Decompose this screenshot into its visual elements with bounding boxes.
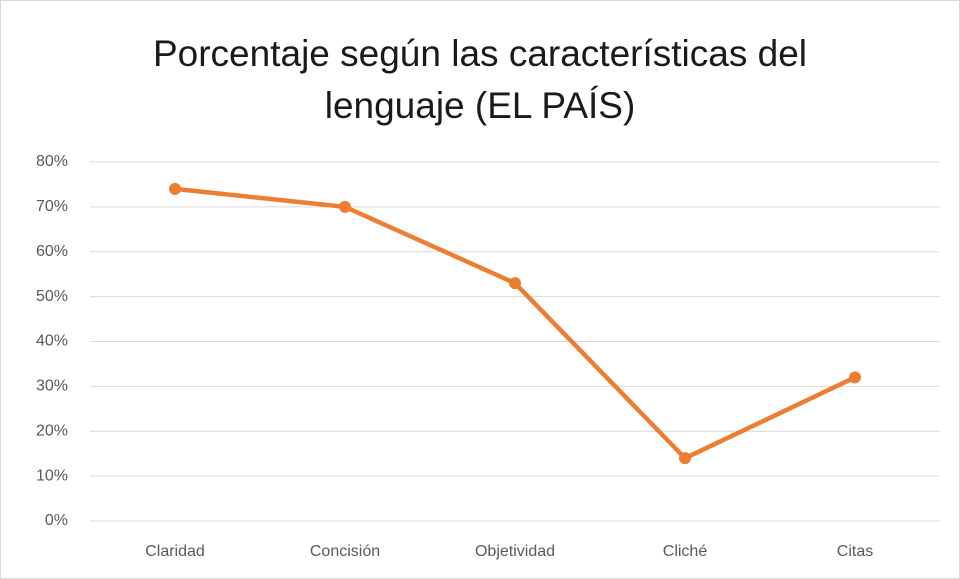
- x-tick-label: Citas: [837, 543, 873, 560]
- x-tick-label: Claridad: [145, 543, 205, 560]
- y-tick-label: 40%: [36, 333, 68, 350]
- y-tick-label: 20%: [36, 422, 68, 439]
- y-tick-label: 10%: [36, 467, 68, 484]
- y-tick-label: 50%: [36, 288, 68, 305]
- y-tick-label: 80%: [36, 153, 68, 170]
- y-tick-label: 0%: [45, 512, 68, 529]
- y-tick-label: 70%: [36, 198, 68, 215]
- y-tick-label: 60%: [36, 243, 68, 260]
- x-tick-label: Cliché: [663, 543, 708, 560]
- y-tick-label: 30%: [36, 378, 68, 395]
- point: [679, 452, 691, 465]
- x-tick-label: Concisión: [310, 543, 380, 560]
- x-tick-label: Objetividad: [475, 543, 555, 560]
- point: [509, 277, 521, 290]
- point: [339, 200, 351, 213]
- point: [169, 182, 181, 195]
- line: [172, 186, 858, 461]
- point: [849, 371, 861, 384]
- chart-title: Porcentaje según las características del…: [152, 33, 807, 126]
